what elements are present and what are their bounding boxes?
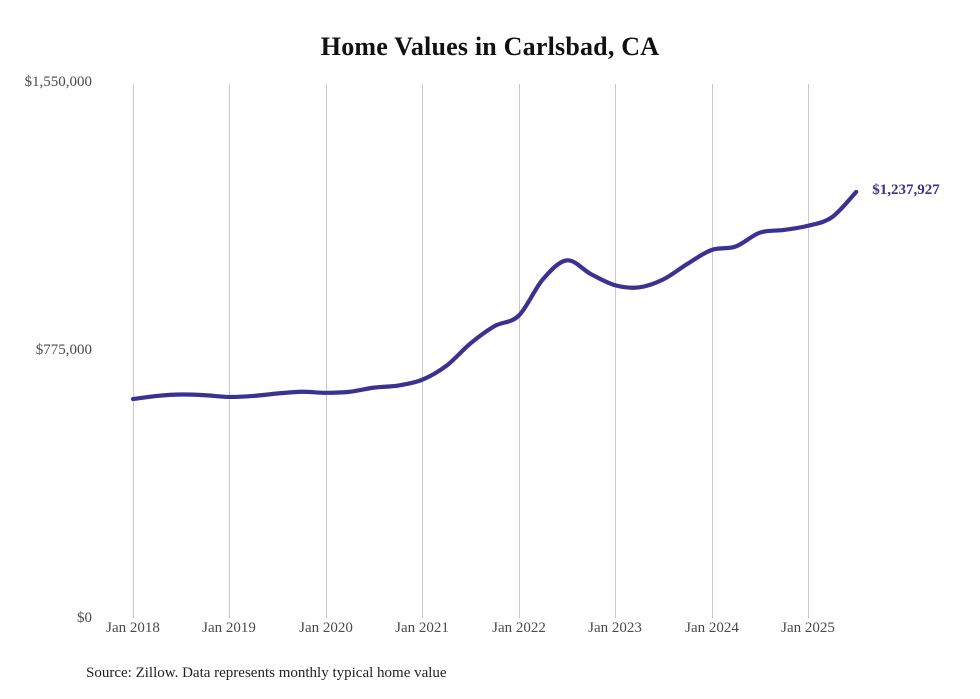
y-axis-tick-label: $1,550,000 <box>24 74 93 90</box>
x-axis-tick-label: Jan 2022 <box>492 620 546 636</box>
x-axis-tick-label: Jan 2024 <box>685 620 739 636</box>
gridline <box>615 84 616 618</box>
x-axis-tick-label: Jan 2021 <box>395 620 449 636</box>
gridline <box>229 84 230 618</box>
y-axis-tick-label: $0 <box>77 610 92 626</box>
x-axis-tick-label: Jan 2020 <box>299 620 353 636</box>
gridline <box>133 84 134 618</box>
y-axis-tick-label: $775,000 <box>35 342 92 358</box>
source-note: Source: Zillow. Data represents monthly … <box>86 665 447 681</box>
x-axis-tick-label: Jan 2018 <box>106 620 160 636</box>
gridline <box>422 84 423 618</box>
gridline <box>519 84 520 618</box>
x-axis-tick-label: Jan 2025 <box>781 620 835 636</box>
x-axis-tick-label: Jan 2023 <box>588 620 642 636</box>
gridline <box>808 84 809 618</box>
gridline <box>326 84 327 618</box>
home-value-line <box>130 189 859 402</box>
x-axis-tick-label: Jan 2019 <box>202 620 256 636</box>
endpoint-value-label: $1,237,927 <box>872 181 940 198</box>
chart-title: Home Values in Carlsbad, CA <box>320 32 660 61</box>
gridline <box>712 84 713 618</box>
